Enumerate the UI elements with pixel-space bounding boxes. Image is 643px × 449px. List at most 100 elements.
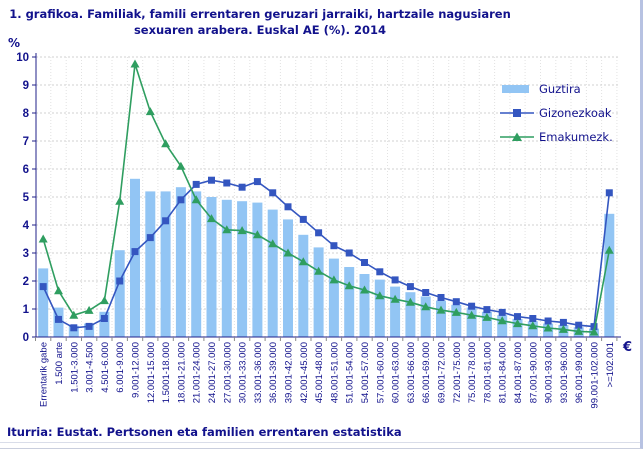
- x-category-label: 6.001-9.000: [115, 342, 126, 393]
- bar-guztira: [191, 191, 202, 337]
- x-category-label: 60.001-63.000: [391, 342, 402, 403]
- marker-square: [284, 203, 292, 211]
- marker-triangle: [574, 326, 584, 335]
- bar-guztira: [206, 197, 217, 337]
- bar-guztira: [359, 274, 370, 337]
- bar-guztira: [604, 213, 615, 337]
- chart-title-line1: 1. grafikoa. Familiak, famili errentaren…: [9, 7, 511, 21]
- bar-guztira: [497, 315, 508, 337]
- marker-square: [437, 294, 445, 301]
- bar-guztira: [405, 292, 416, 337]
- x-category-label: 84.001-87.000: [513, 342, 524, 403]
- marker-square: [192, 180, 200, 188]
- bar-guztira: [313, 247, 324, 337]
- marker-triangle: [207, 214, 216, 223]
- marker-triangle: [268, 239, 278, 248]
- legend-item-gizonezkoak: Gizonezkoak: [500, 106, 613, 120]
- x-category-label: 36.001-39.000: [268, 342, 279, 403]
- x-category-label: 51.001-54.000: [345, 342, 356, 403]
- marker-triangle: [329, 275, 339, 284]
- marker-square: [452, 298, 460, 306]
- marker-triangle: [145, 107, 155, 116]
- marker-square: [514, 313, 521, 321]
- y-tick-label: 9: [23, 80, 29, 92]
- bar-guztira: [252, 202, 263, 337]
- bar-guztira: [221, 199, 232, 337]
- y-tick-label: 0: [23, 332, 29, 344]
- marker-triangle: [298, 257, 308, 266]
- bar-guztira: [390, 286, 401, 337]
- marker-triangle: [436, 305, 446, 314]
- x-category-label: 90.001-93.000: [544, 342, 555, 403]
- marker-square: [529, 315, 537, 322]
- marker-square: [177, 196, 185, 204]
- marker-square: [498, 308, 506, 316]
- marker-square: [238, 183, 246, 191]
- source-footer: Iturria: Eustat. Pertsonen eta familien …: [7, 425, 402, 439]
- x-category-label: 72.001-75.000: [452, 342, 463, 403]
- marker-square: [70, 324, 78, 332]
- x-category-label: 63.001-66.000: [406, 342, 417, 403]
- marker-triangle: [38, 234, 48, 243]
- marker-triangle: [543, 323, 553, 332]
- marker-triangle: [283, 248, 293, 257]
- marker-square: [131, 248, 139, 256]
- legend-bar-swatch: [502, 85, 529, 93]
- bar-guztira: [237, 201, 248, 337]
- bar-guztira: [344, 267, 355, 337]
- x-category-label: 45.001-48.000: [314, 342, 325, 403]
- marker-square: [590, 323, 598, 331]
- marker-square: [299, 215, 307, 223]
- marker-triangle: [451, 307, 461, 316]
- marker-triangle: [69, 310, 79, 319]
- marker-triangle: [222, 225, 232, 234]
- marker-triangle: [191, 195, 201, 204]
- y-tick-label: 4: [23, 220, 30, 232]
- bottom-divider: [0, 442, 640, 443]
- marker-square: [55, 315, 62, 323]
- x-category-label: 27.001-30.000: [222, 342, 233, 403]
- x-category-label: 1.500 arte: [54, 342, 65, 385]
- x-category-label: 39.001-42.000: [284, 342, 295, 403]
- y-tick-label: 3: [23, 248, 29, 260]
- legend-item-guztira: Guztira: [500, 82, 613, 96]
- x-category-label: 21.001-24.000: [192, 342, 203, 403]
- marker-square: [483, 306, 491, 314]
- marker-square: [330, 242, 338, 250]
- marker-triangle: [467, 310, 477, 319]
- marker-square: [223, 179, 231, 187]
- marker-square: [575, 321, 583, 329]
- marker-triangle: [344, 281, 354, 290]
- line-gizonezkoak: [42, 179, 611, 329]
- bar-guztira: [512, 318, 523, 337]
- x-category-label: 24.001-27.000: [207, 342, 218, 403]
- x-category-label: 48.001-51.000: [329, 342, 340, 403]
- bar-guztira: [99, 311, 110, 337]
- legend-item-emakumezk: Emakumezk.: [500, 130, 613, 144]
- marker-triangle: [421, 302, 431, 311]
- marker-square: [468, 302, 476, 310]
- marker-square: [253, 178, 261, 186]
- marker-triangle: [390, 294, 400, 303]
- marker-triangle: [54, 286, 63, 295]
- marker-square: [361, 259, 368, 266]
- marker-square: [544, 317, 552, 325]
- bar-guztira: [175, 187, 186, 337]
- x-category-label: 30.001-33.000: [238, 342, 249, 403]
- x-category-label: 9.001-12.000: [131, 342, 142, 398]
- x-category-label: 87.001-90.000: [528, 342, 539, 403]
- legend-label: Guztira: [539, 82, 581, 96]
- marker-triangle: [497, 316, 507, 325]
- x-axis-unit-label: €: [623, 340, 633, 355]
- bar-guztira: [298, 234, 309, 337]
- marker-square: [559, 318, 567, 326]
- legend-square-marker-icon: [500, 109, 534, 117]
- marker-square: [391, 276, 399, 284]
- x-category-label: 18.001-21.000: [176, 342, 187, 403]
- y-tick-label: 5: [23, 192, 30, 204]
- marker-square: [605, 189, 613, 197]
- bar-guztira: [267, 209, 278, 337]
- bar-guztira: [160, 191, 171, 337]
